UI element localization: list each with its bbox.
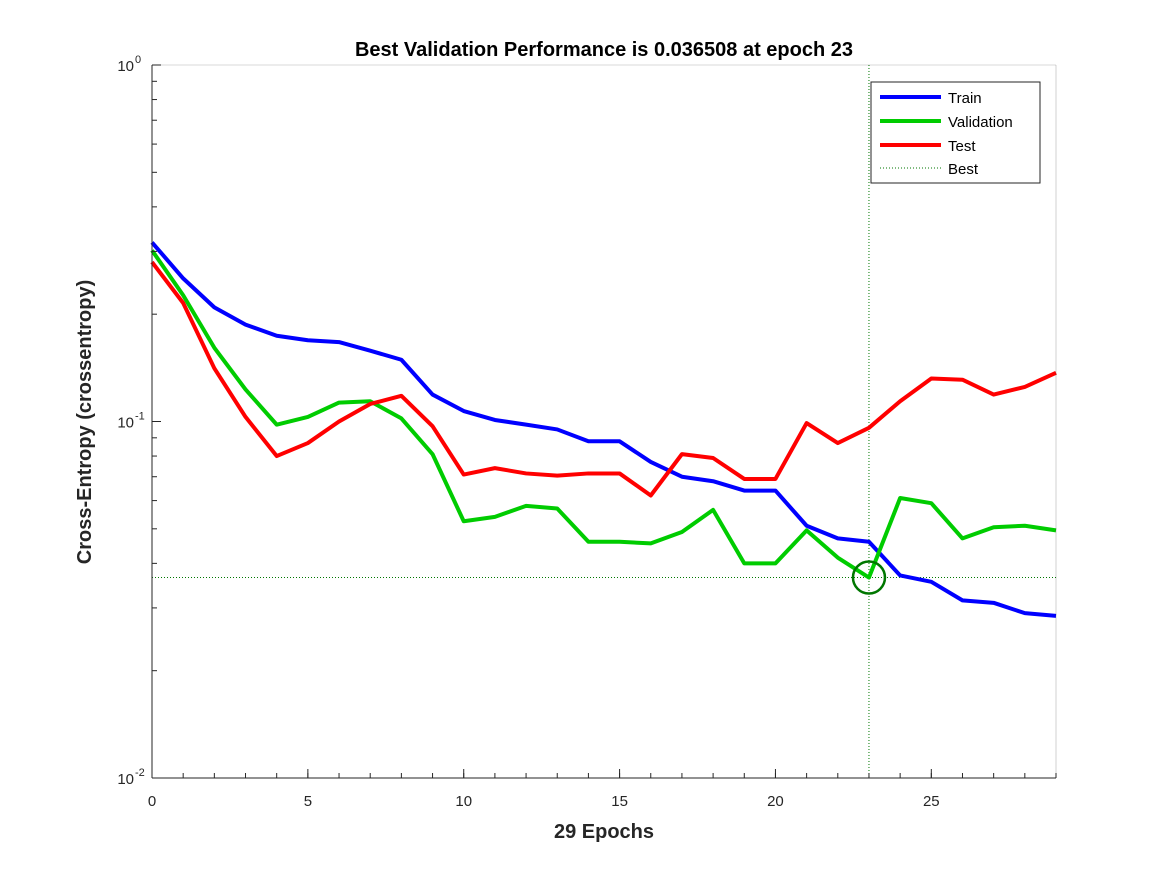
series-line-train <box>150 241 1057 618</box>
chart-title: Best Validation Performance is 0.036508 … <box>355 39 853 61</box>
x-tick-label: 15 <box>611 793 628 810</box>
x-axis-label: 29 Epochs <box>554 821 654 843</box>
legend-label-best: Best <box>948 161 979 178</box>
series-line-test <box>150 260 1057 498</box>
y-tick-label: 10 <box>117 58 134 75</box>
x-tick-label: 20 <box>767 793 784 810</box>
legend: Train Validation Test Best <box>870 81 1041 184</box>
x-tick-label: 25 <box>923 793 940 810</box>
x-axis-ticks: 0 5 10 15 20 25 <box>148 769 1057 810</box>
y-axis-label: Cross-Entropy (crossentropy) <box>74 280 96 565</box>
series-lines <box>150 241 1057 618</box>
y-tick-label: 10 <box>117 771 134 788</box>
x-tick-label: 10 <box>455 793 472 810</box>
y-tick-exponent: 0 <box>135 54 141 66</box>
legend-label-validation: Validation <box>948 114 1013 131</box>
x-tick-label: 0 <box>148 793 156 810</box>
plot-area <box>152 65 1056 778</box>
legend-label-train: Train <box>948 90 982 107</box>
legend-label-test: Test <box>948 138 976 155</box>
best-marker-layer <box>851 560 887 595</box>
x-tick-label: 5 <box>304 793 312 810</box>
y-tick-exponent: -2 <box>135 767 145 779</box>
y-tick-exponent: -1 <box>135 411 145 423</box>
best-point-marker <box>851 560 887 595</box>
y-tick-label: 10 <box>117 415 134 432</box>
series-line-validation <box>150 249 1057 580</box>
